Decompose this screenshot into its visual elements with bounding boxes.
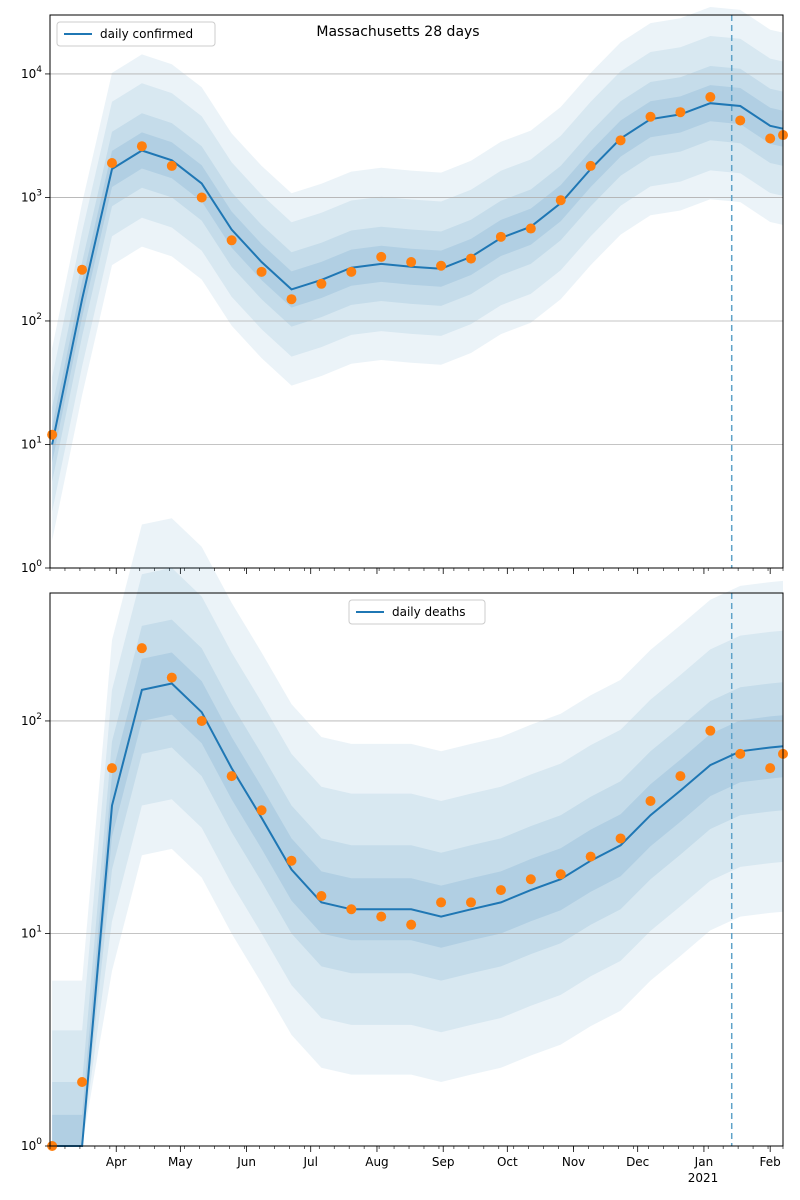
deaths-band-3 (52, 619, 784, 1146)
deaths-x-tick-label: Oct (497, 1155, 518, 1169)
confirmed-chart-panel: 100 101 102 103 104 Massachusetts 28 days da… (21, 7, 788, 575)
confirmed-point (436, 260, 447, 271)
deaths-y-ticks: 100 101 102 (21, 712, 50, 1153)
confirmed-gridlines (50, 73, 783, 445)
confirmed-point (136, 141, 147, 152)
confirmed-point (316, 278, 327, 289)
deaths-point (436, 897, 447, 908)
deaths-x-tick-label: Jan (694, 1155, 714, 1169)
deaths-gridlines (50, 720, 783, 934)
deaths-y-tick-label: 101 (21, 924, 42, 940)
confirmed-band-4 (52, 85, 784, 463)
confirmed-line (51, 102, 784, 445)
confirmed-points (47, 92, 788, 440)
deaths-legend-label: daily deaths (392, 605, 465, 619)
deaths-x-tick-label: Sep (432, 1155, 455, 1169)
deaths-points (47, 643, 788, 1151)
deaths-point (675, 771, 686, 782)
confirmed-point (406, 257, 417, 268)
deaths-point (585, 851, 596, 862)
confirmed-point (286, 294, 297, 305)
confirmed-point (645, 111, 656, 122)
deaths-line (52, 682, 784, 1147)
confirmed-y-tick-label: 103 (21, 188, 42, 204)
deaths-point (166, 672, 177, 683)
deaths-point (495, 885, 506, 896)
deaths-point (645, 796, 656, 807)
deaths-point (286, 855, 297, 866)
deaths-point (226, 771, 237, 782)
confirmed-point (106, 158, 117, 169)
deaths-x-tick-label: May (168, 1155, 193, 1169)
confirmed-legend-label: daily confirmed (100, 27, 193, 41)
deaths-point (765, 763, 776, 774)
confirmed-point (525, 223, 536, 234)
confirmed-point (376, 251, 387, 262)
deaths-band-1 (52, 518, 784, 1146)
confirmed-point (256, 266, 267, 277)
confirmed-band-1 (52, 7, 784, 541)
confirmed-point (555, 195, 566, 206)
deaths-legend: daily deaths (348, 599, 486, 625)
deaths-x-year-label: 2021 (688, 1171, 719, 1185)
deaths-point (106, 763, 117, 774)
confirmed-point (196, 192, 207, 203)
confirmed-band-3 (52, 66, 784, 482)
confirmed-point (47, 429, 58, 440)
deaths-point (136, 643, 147, 654)
deaths-legend-box (348, 599, 486, 625)
confirmed-point (585, 160, 596, 171)
deaths-point (615, 833, 626, 844)
deaths-x-tick-label: Aug (365, 1155, 388, 1169)
deaths-point (256, 805, 267, 816)
deaths-point (705, 725, 716, 736)
confirmed-point (705, 92, 716, 103)
deaths-point (555, 869, 566, 880)
deaths-x-tick-label: Jul (302, 1155, 317, 1169)
confirmed-point (765, 133, 776, 144)
confirmed-point (346, 266, 357, 277)
confirmed-y-ticks: 100 101 102 103 104 (21, 65, 50, 575)
confirmed-point (465, 253, 476, 264)
deaths-point (316, 891, 327, 902)
confirmed-point (495, 231, 506, 242)
confirmed-point (166, 160, 177, 171)
confirmed-y-tick-label: 101 (21, 435, 42, 451)
deaths-point (465, 897, 476, 908)
deaths-x-tick-label: Nov (562, 1155, 585, 1169)
confirmed-chart-title: Massachusetts 28 days (316, 24, 479, 40)
confirmed-point (735, 115, 746, 126)
confirmed-y-tick-label: 100 (21, 559, 42, 575)
confirmed-y-tick-label: 102 (21, 312, 42, 328)
confirmed-axes-frame (49, 14, 784, 569)
deaths-point (346, 904, 357, 915)
deaths-point (406, 919, 417, 930)
deaths-x-tick-label: Apr (106, 1155, 127, 1169)
deaths-y-tick-label: 102 (21, 712, 42, 728)
confirmed-uncertainty-bands (52, 7, 784, 541)
deaths-chart-panel: 100 101 102 Apr May Jun Jul Aug Sep Oct Nov Dec Jan… (21, 518, 788, 1185)
deaths-y-tick-label: 100 (21, 1137, 42, 1153)
confirmed-legend-box (56, 21, 216, 47)
confirmed-point (615, 135, 626, 146)
deaths-x-tick-label: Dec (626, 1155, 649, 1169)
confirmed-point (675, 107, 686, 118)
confirmed-legend: daily confirmed (56, 21, 216, 47)
deaths-point (525, 874, 536, 885)
deaths-x-ticks: Apr May Jun Jul Aug Sep Oct Nov Dec Jan Feb (49, 1146, 784, 1169)
deaths-point (196, 715, 207, 726)
deaths-band-2 (52, 567, 784, 1146)
confirmed-point (226, 235, 237, 246)
deaths-point (376, 911, 387, 922)
deaths-point (77, 1077, 88, 1088)
deaths-axes-frame (49, 592, 784, 1147)
deaths-x-tick-label: Feb (760, 1155, 781, 1169)
confirmed-band-2 (52, 36, 784, 512)
confirmed-x-ticks (49, 568, 784, 574)
deaths-point (735, 748, 746, 759)
confirmed-point (77, 264, 88, 275)
confirmed-y-tick-label: 104 (21, 65, 42, 81)
deaths-x-tick-label: Jun (236, 1155, 256, 1169)
